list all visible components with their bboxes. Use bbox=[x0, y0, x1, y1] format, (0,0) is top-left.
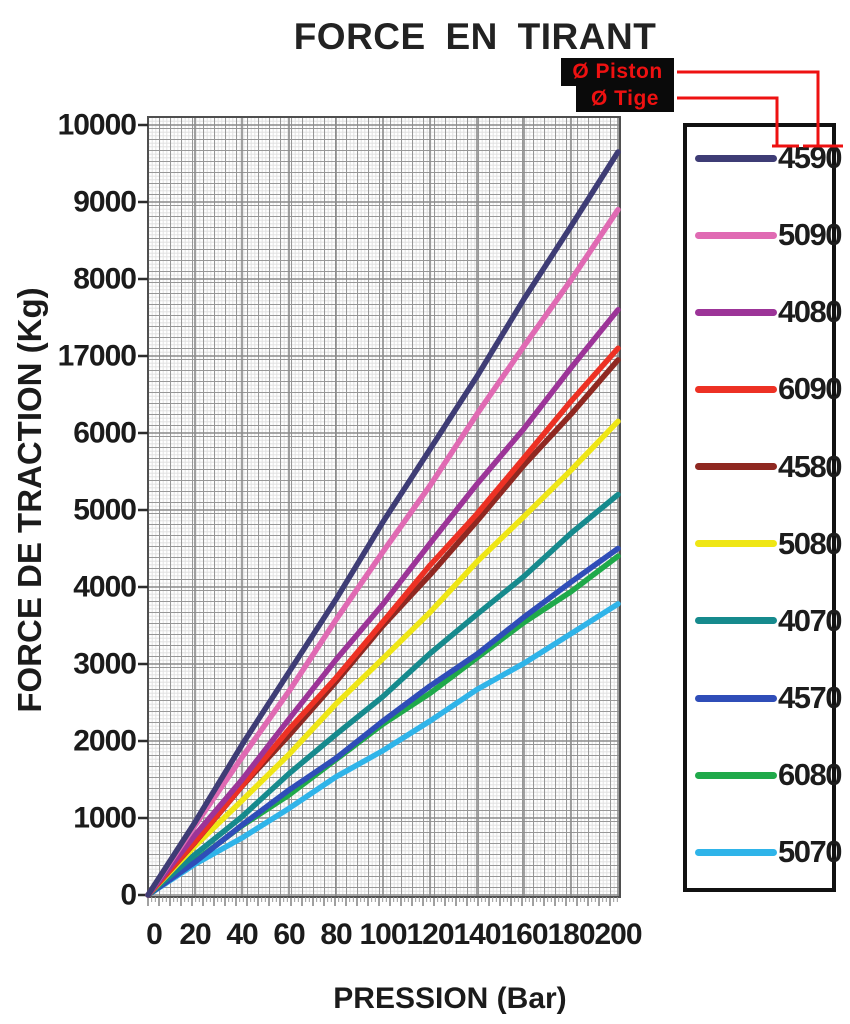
legend-item-label: 5070 bbox=[778, 834, 842, 870]
legend-swatch-6090 bbox=[695, 385, 777, 393]
y-tick-label: 9000 bbox=[73, 186, 136, 219]
y-tick-label: 1000 bbox=[73, 802, 136, 835]
legend-item-4070: 4070 bbox=[695, 602, 842, 639]
legend-item-6080: 6080 bbox=[695, 757, 842, 793]
legend-item-6090: 6090 bbox=[695, 371, 842, 407]
legend-item-5070: 5070 bbox=[695, 834, 842, 870]
legend-item-label: 6080 bbox=[778, 757, 842, 793]
series-line-5090 bbox=[145, 206, 621, 898]
piston-diameter-callout: Ø Piston bbox=[561, 58, 674, 86]
series-line-5080 bbox=[145, 418, 621, 898]
legend-item-label: 4080 bbox=[778, 294, 842, 330]
legend-item-label: 5090 bbox=[778, 217, 842, 253]
x-tick-label: 80 bbox=[320, 918, 352, 951]
legend-item-label: 6090 bbox=[778, 371, 842, 407]
x-tick-label: 100 bbox=[359, 918, 406, 951]
legend: 4590 5090 4080 6090 4580 5080 4070 4570 6080 5070 bbox=[683, 123, 842, 892]
y-tick-label: 10000 bbox=[58, 109, 137, 142]
chart-title: FORCE EN TIRANT bbox=[293, 16, 657, 57]
y-tick-label: 2000 bbox=[73, 725, 136, 758]
series-line-4080 bbox=[145, 307, 621, 898]
legend-swatch-4080 bbox=[695, 308, 777, 316]
y-tick-label: 3000 bbox=[73, 648, 136, 681]
y-tick-label: 4000 bbox=[73, 571, 136, 604]
piston-diameter-label: Ø Piston bbox=[572, 60, 663, 83]
legend-swatch-5070 bbox=[695, 848, 777, 856]
x-tick-label: 200 bbox=[594, 918, 641, 951]
grid-border bbox=[147, 116, 621, 898]
legend-item-label: 5080 bbox=[778, 525, 842, 561]
legend-item-5080: 5080 bbox=[695, 525, 842, 562]
y-tick-label: 6000 bbox=[73, 417, 136, 450]
legend-swatch-5080 bbox=[695, 540, 777, 548]
x-tick-label: 140 bbox=[453, 918, 500, 951]
tige-diameter-callout: Ø Tige bbox=[576, 85, 674, 112]
x-tick-label: 160 bbox=[500, 918, 547, 951]
x-tick-label: 120 bbox=[406, 918, 453, 951]
x-tick-label: 0 bbox=[146, 918, 162, 951]
legend-swatch-6080 bbox=[695, 771, 777, 779]
legend-swatch-4590 bbox=[695, 154, 777, 162]
y-tick-label: 5000 bbox=[73, 494, 136, 527]
legend-swatch-5090 bbox=[695, 231, 777, 239]
legend-swatch-4580 bbox=[695, 463, 777, 471]
legend-swatch-4070 bbox=[695, 617, 777, 625]
y-tick-label: 8000 bbox=[73, 263, 136, 296]
tige-diameter-label: Ø Tige bbox=[591, 86, 659, 110]
x-tick-label: 180 bbox=[547, 918, 594, 951]
y-axis-title: FORCE DE TRACTION (Kg) bbox=[11, 287, 48, 713]
x-tick-label: 60 bbox=[273, 918, 305, 951]
series-line-4070 bbox=[145, 491, 621, 898]
legend-item-4580: 4580 bbox=[695, 448, 842, 485]
series-line-4590 bbox=[145, 149, 621, 898]
x-axis-title: PRESSION (Bar) bbox=[333, 982, 567, 1015]
legend-item-label: 4590 bbox=[778, 140, 842, 175]
series-line-6090 bbox=[145, 345, 621, 898]
y-tick-label: 0 bbox=[120, 879, 136, 912]
legend-item-4080: 4080 bbox=[695, 294, 842, 330]
x-tick-label: 40 bbox=[226, 918, 258, 951]
legend-item-label: 4070 bbox=[778, 602, 842, 638]
y-tick-label: 17000 bbox=[58, 340, 137, 373]
legend-item-4590: 4590 bbox=[695, 140, 842, 176]
legend-item-label: 4580 bbox=[778, 448, 842, 484]
legend-item-5090: 5090 bbox=[695, 217, 842, 253]
series-line-5070 bbox=[145, 601, 621, 898]
legend-item-label: 4570 bbox=[778, 680, 842, 716]
x-tick-label: 20 bbox=[179, 918, 211, 951]
legend-swatch-4570 bbox=[695, 694, 777, 702]
series-line-4570 bbox=[145, 545, 621, 898]
legend-item-4570: 4570 bbox=[695, 680, 842, 716]
